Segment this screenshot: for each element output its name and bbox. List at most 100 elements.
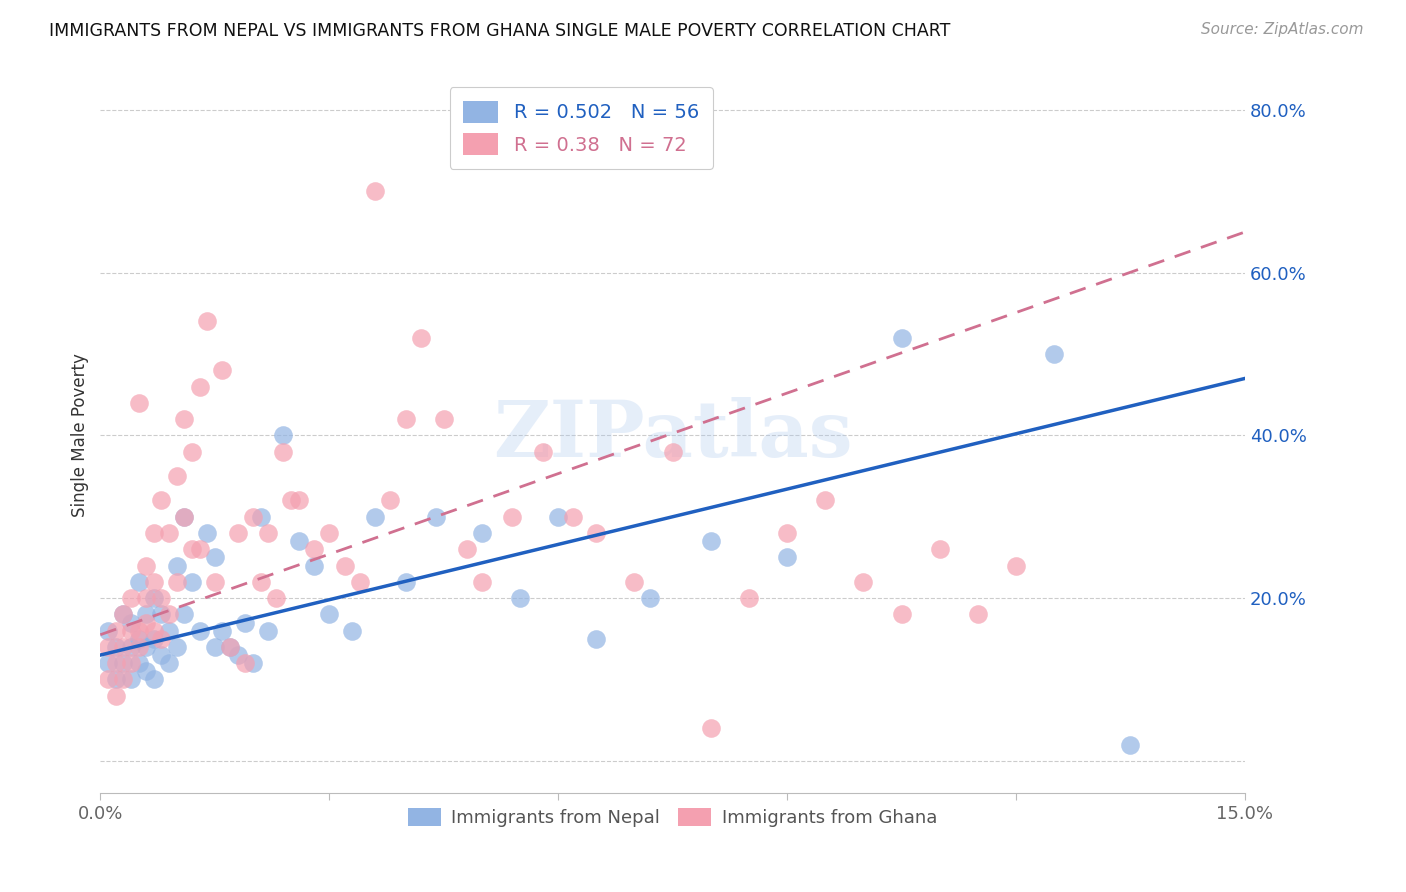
Point — [1043, 347, 1066, 361]
Point — [380, 493, 402, 508]
Point — [623, 574, 645, 589]
Point — [120, 591, 142, 606]
Point — [219, 640, 242, 654]
Text: Source: ZipAtlas.com: Source: ZipAtlas.com — [1201, 22, 1364, 37]
Point — [204, 550, 226, 565]
Point — [394, 574, 416, 589]
Point — [112, 607, 135, 622]
Point — [142, 632, 165, 646]
Point — [249, 509, 271, 524]
Point — [142, 624, 165, 638]
Point — [226, 648, 249, 662]
Point — [180, 574, 202, 589]
Point — [135, 558, 157, 573]
Point — [287, 493, 309, 508]
Point — [97, 656, 120, 670]
Text: ZIPatlas: ZIPatlas — [494, 398, 852, 474]
Point — [966, 607, 988, 622]
Point — [104, 656, 127, 670]
Point — [349, 574, 371, 589]
Point — [890, 331, 912, 345]
Point — [157, 607, 180, 622]
Point — [273, 428, 295, 442]
Point — [120, 673, 142, 687]
Point — [226, 526, 249, 541]
Point — [135, 591, 157, 606]
Point — [257, 624, 280, 638]
Point — [128, 396, 150, 410]
Point — [142, 574, 165, 589]
Point — [531, 444, 554, 458]
Point — [180, 444, 202, 458]
Point — [333, 558, 356, 573]
Point — [112, 640, 135, 654]
Point — [135, 615, 157, 630]
Point — [128, 640, 150, 654]
Point — [120, 640, 142, 654]
Point — [120, 656, 142, 670]
Point — [509, 591, 531, 606]
Legend: Immigrants from Nepal, Immigrants from Ghana: Immigrants from Nepal, Immigrants from G… — [401, 801, 945, 834]
Point — [104, 673, 127, 687]
Point — [195, 314, 218, 328]
Point — [142, 673, 165, 687]
Point — [120, 624, 142, 638]
Point — [166, 574, 188, 589]
Point — [166, 469, 188, 483]
Point — [700, 534, 723, 549]
Point — [112, 673, 135, 687]
Point — [456, 542, 478, 557]
Point — [157, 526, 180, 541]
Point — [104, 689, 127, 703]
Point — [562, 509, 585, 524]
Point — [104, 624, 127, 638]
Point — [1005, 558, 1028, 573]
Point — [638, 591, 661, 606]
Text: IMMIGRANTS FROM NEPAL VS IMMIGRANTS FROM GHANA SINGLE MALE POVERTY CORRELATION C: IMMIGRANTS FROM NEPAL VS IMMIGRANTS FROM… — [49, 22, 950, 40]
Point — [180, 542, 202, 557]
Point — [318, 526, 340, 541]
Point — [364, 185, 387, 199]
Point — [302, 542, 325, 557]
Point — [890, 607, 912, 622]
Point — [173, 412, 195, 426]
Point — [204, 574, 226, 589]
Point — [188, 379, 211, 393]
Point — [501, 509, 523, 524]
Point — [776, 550, 799, 565]
Point — [211, 624, 233, 638]
Point — [242, 509, 264, 524]
Point — [112, 656, 135, 670]
Point — [135, 640, 157, 654]
Point — [471, 526, 494, 541]
Point — [128, 656, 150, 670]
Point — [97, 673, 120, 687]
Point — [188, 542, 211, 557]
Point — [340, 624, 363, 638]
Point — [157, 624, 180, 638]
Point — [135, 607, 157, 622]
Point — [814, 493, 837, 508]
Point — [135, 665, 157, 679]
Point — [738, 591, 761, 606]
Point — [233, 656, 256, 670]
Point — [264, 591, 287, 606]
Point — [273, 444, 295, 458]
Point — [242, 656, 264, 670]
Y-axis label: Single Male Poverty: Single Male Poverty — [72, 353, 89, 517]
Point — [425, 509, 447, 524]
Point — [195, 526, 218, 541]
Point — [166, 558, 188, 573]
Point — [364, 509, 387, 524]
Point — [219, 640, 242, 654]
Point — [150, 591, 173, 606]
Point — [280, 493, 302, 508]
Point — [128, 624, 150, 638]
Point — [471, 574, 494, 589]
Point — [394, 412, 416, 426]
Point — [928, 542, 950, 557]
Point — [142, 526, 165, 541]
Point — [173, 509, 195, 524]
Point — [302, 558, 325, 573]
Point — [233, 615, 256, 630]
